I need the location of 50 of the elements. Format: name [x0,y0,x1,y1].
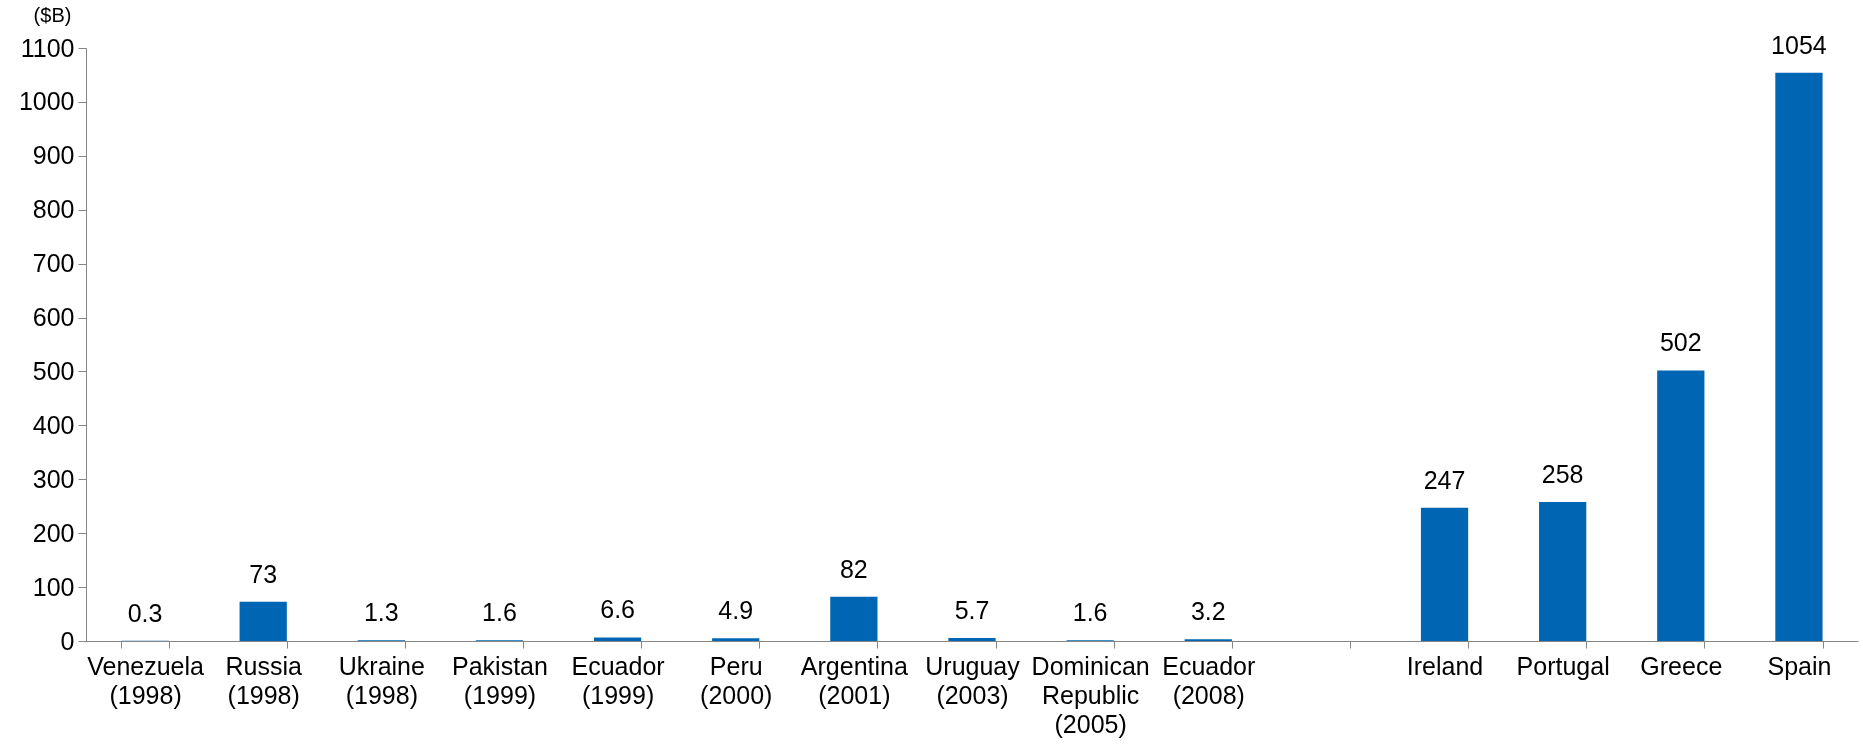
data-label: 4.9 [718,596,754,625]
x-tick-label: Dominican Republic (2005) [1031,651,1150,738]
x-tick-label: Ecuador (2008) [1162,651,1256,709]
x-tick-label: Ecuador (1999) [571,651,665,709]
x-tick-label: Peru (2000) [700,651,773,709]
data-label: 73 [249,559,278,588]
y-tick-label: 300 [32,464,75,493]
data-label: 1.3 [363,598,399,627]
data-label: 247 [1423,465,1466,494]
bar [1420,507,1469,641]
y-tick-label: 700 [32,249,75,278]
x-tick-label: Greece [1640,651,1723,680]
data-label: 502 [1659,328,1702,357]
y-tick-label: 500 [32,356,75,385]
x-tick-label: Russia (1998) [225,651,302,709]
x-tick-label: Venezuela (1998) [87,651,205,709]
bar [712,638,760,641]
y-tick-label: 0 [60,626,75,655]
data-label: 3.2 [1190,597,1226,626]
x-tick-label: Spain [1767,651,1832,680]
y-axis-title: ($B) [33,3,72,26]
y-tick-label: 1000 [18,87,75,116]
bar [1539,501,1587,641]
x-tick-label: Ukraine (1998) [338,651,425,709]
data-label: 1.6 [482,598,517,627]
y-tick-label: 600 [32,303,75,332]
data-label: 1.6 [1072,598,1108,627]
y-tick-label: 800 [32,195,75,224]
x-tick-label: Uruguay (2003) [925,651,1021,709]
bar [830,596,878,641]
data-label: 6.6 [600,595,635,624]
bar [1657,370,1705,641]
bar [1775,72,1823,641]
data-label: 1054 [1771,30,1827,59]
data-label: 0.3 [127,598,163,627]
y-tick-label: 900 [32,141,75,170]
x-tick-label: Ireland [1406,651,1484,680]
data-label: 258 [1541,459,1584,488]
x-tick-label: Pakistan (1999) [452,651,548,709]
data-label: 5.7 [954,595,990,624]
bar [593,637,642,641]
y-tick-label: 200 [32,518,75,547]
y-tick-label: 400 [32,410,75,439]
y-tick-label: 100 [32,572,75,601]
y-tick-label: 1100 [20,33,75,62]
bar [948,637,996,641]
x-tick-label: Portugal [1516,651,1610,680]
bar [239,601,287,641]
x-tick-label: Argentina (2001) [800,651,908,709]
data-label: 82 [839,554,868,583]
